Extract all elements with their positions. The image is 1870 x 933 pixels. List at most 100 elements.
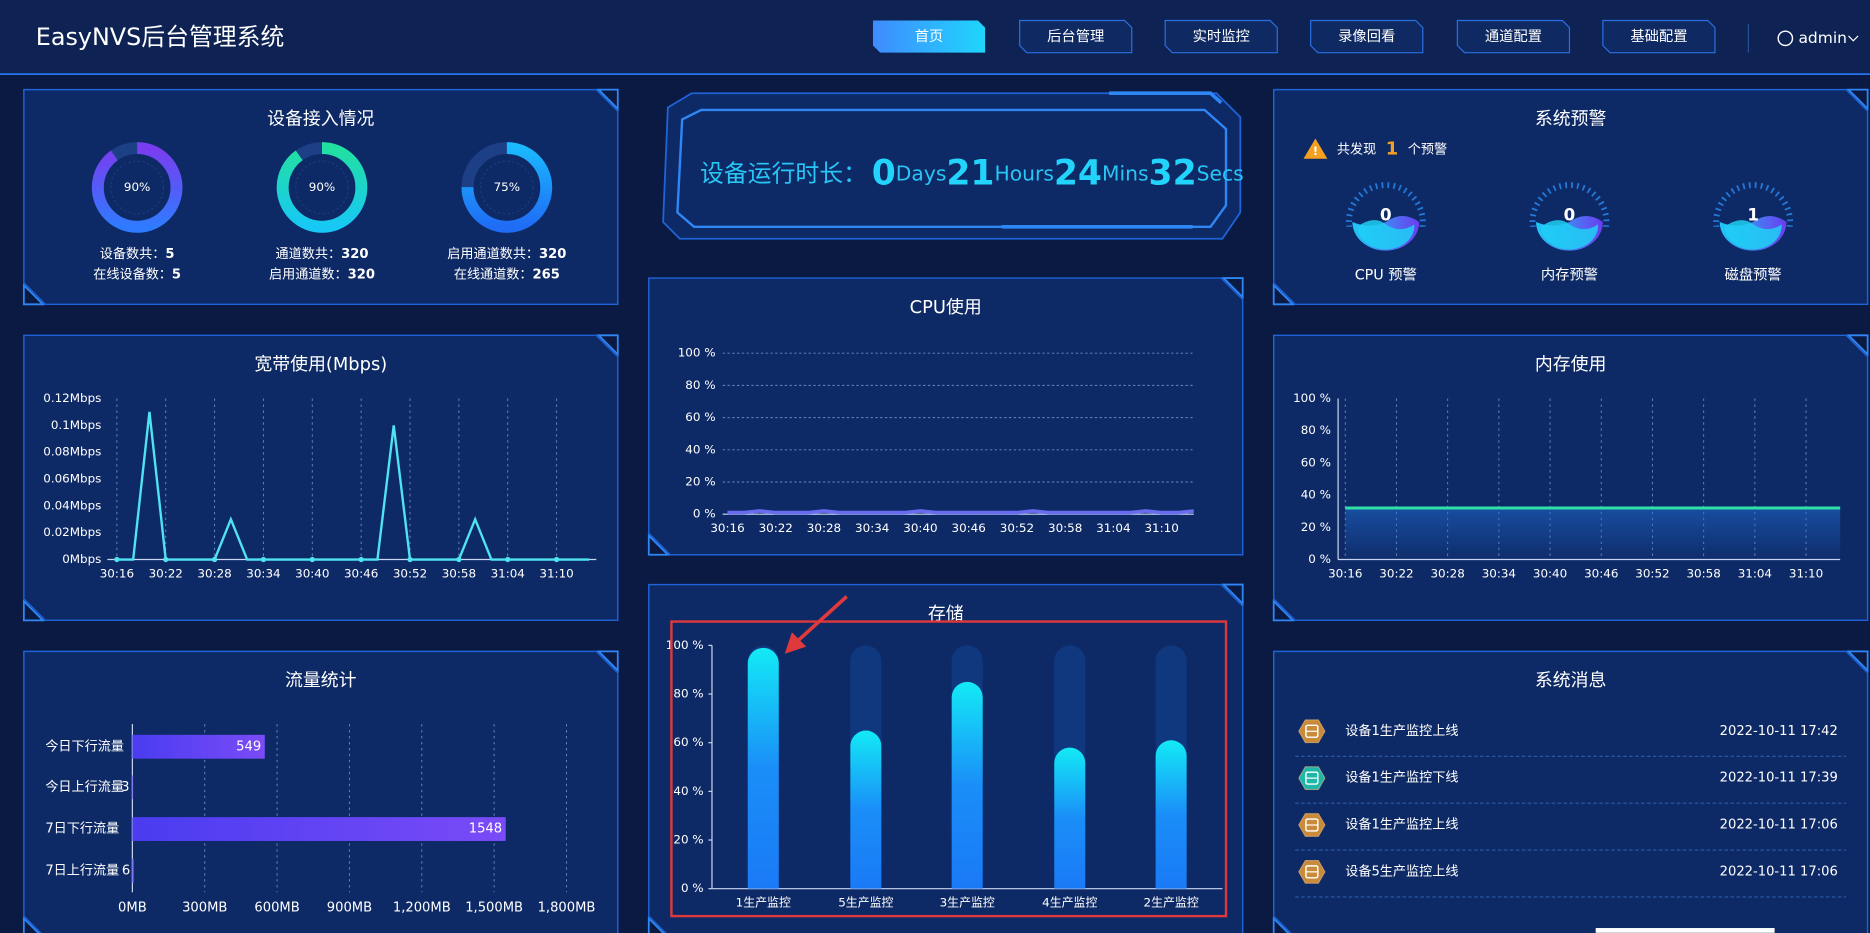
gauge-arc [461,142,553,233]
gauge-arc [276,142,368,233]
x-tick-label: 5生产监控 [838,895,893,909]
point [211,556,218,563]
stat-value: 265 [533,267,560,282]
y-tick-label: 0Mbps [62,552,101,566]
panel [23,650,619,933]
y-tick-label: 0 % [693,507,716,521]
nav-label[interactable]: 后台管理 [1047,28,1104,45]
alert-value: 0 [1380,206,1392,225]
category-label: 7日上行流量 [45,862,119,878]
gauge-label: 90% [309,180,335,194]
y-tick-label: 40 % [1301,488,1331,502]
panel [1272,650,1869,933]
user-name[interactable]: admin [1798,29,1847,47]
x-tick-label: 31:04 [491,566,525,580]
y-tick-label: 100 % [1293,391,1331,405]
y-tick-label: 40 % [673,784,703,798]
alert-label: 磁盘预警 [1725,266,1782,284]
message-text: 设备1生产监控下线 [1345,769,1458,786]
category-label: 今日上行流量 [45,779,124,795]
x-tick-label: 30:28 [1430,566,1464,580]
bar [132,858,134,883]
x-tick-label: 300MB [182,900,227,915]
alert-prefix: 共发现 [1337,141,1376,157]
bar [951,681,983,889]
x-tick-label: 30:34 [855,521,889,535]
uptime-unit: Days [896,161,947,185]
nav-button[interactable] [1310,19,1424,54]
x-tick-label: 30:46 [1584,566,1618,580]
nav-button[interactable] [1456,19,1571,54]
bar [850,730,882,889]
x-tick-label: 30:16 [1328,566,1362,580]
stat-label: 在线通道数： [454,266,533,282]
nav-button[interactable] [1602,19,1716,54]
gauge-stat: 启用通道数共：320 [447,246,566,262]
point [114,556,120,563]
gauge-arc [91,142,183,233]
user-caret[interactable] [1848,35,1859,42]
x-tick-label: 2生产监控 [1144,895,1199,909]
scrollbar [1595,928,1775,933]
y-tick-label: 0.02Mbps [43,525,101,539]
message-text: 设备5生产监控上线 [1345,862,1458,879]
y-tick-label: 20 % [685,475,715,489]
nav-label[interactable]: 基础配置 [1630,28,1687,45]
uptime-value: 32 [1149,153,1197,193]
nav-label[interactable]: 通道配置 [1485,28,1542,45]
highlight-arrow [795,595,848,644]
uptime-unit: Hours [995,161,1054,185]
y-tick-label: 0.08Mbps [43,445,101,459]
y-tick-label: 100 % [678,346,716,360]
message-time: 2022-10-11 17:39 [1720,771,1838,786]
x-tick-label: 31:04 [1738,566,1772,580]
stat-value: 320 [539,247,566,262]
alert-summary: 共发现 1 个预警 [1337,138,1447,159]
point [260,556,267,563]
x-tick-label: 0MB [118,900,147,915]
line [727,509,1194,515]
stat-value: 5 [172,267,181,282]
nav-button[interactable] [1164,19,1278,54]
gauge-label: 75% [494,180,520,194]
panel-corner [1221,277,1244,300]
x-tick-label: 30:22 [759,521,793,535]
uptime-deco [1001,91,1223,229]
nav-label[interactable]: 录像回看 [1338,28,1395,45]
panel-title: 存储 [928,603,964,624]
nav-label[interactable]: 实时监控 [1193,28,1250,45]
panel-corner [22,599,46,622]
y-tick-label: 80 % [685,378,715,392]
user-icon[interactable] [1777,30,1794,47]
alert-count: 1 [1386,138,1398,159]
highlight-box [670,620,1228,918]
y-tick-label: 0.04Mbps [43,498,101,512]
stat-label: 设备数共： [100,245,166,262]
y-tick-label: 60 % [685,410,715,424]
y-tick-label: 0.06Mbps [43,472,101,486]
x-tick-label: 3生产监控 [940,895,995,909]
x-tick-label: 30:22 [1379,566,1413,580]
x-tick-label: 30:34 [1482,566,1516,580]
x-tick-label: 31:04 [1096,521,1130,535]
gauge-stat: 通道数共：320 [276,246,369,262]
nav-button[interactable] [872,20,986,53]
uptime-unit: Mins [1102,161,1149,185]
nav-label[interactable]: 首页 [915,28,944,45]
gauge-label: 90% [124,180,150,194]
uptime-value: 21 [946,153,994,193]
message-time: 2022-10-11 17:42 [1720,724,1838,739]
alert-value: 0 [1564,206,1576,225]
point [309,556,315,563]
stat-label: 启用通道数： [269,266,348,282]
category-label: 今日下行流量 [45,738,124,754]
panel-corner [22,916,40,933]
uptime: 设备运行时长： 0Days21Hours24Mins32Secs [700,153,1244,193]
uptime-unit: Secs [1197,161,1244,185]
alert-wave [1540,220,1599,250]
y-tick-label: 0.1Mbps [51,418,102,432]
x-tick-label: 900MB [327,900,372,915]
nav-button[interactable] [1019,19,1133,54]
app-title: EasyNVS后台管理系统 [36,23,285,51]
